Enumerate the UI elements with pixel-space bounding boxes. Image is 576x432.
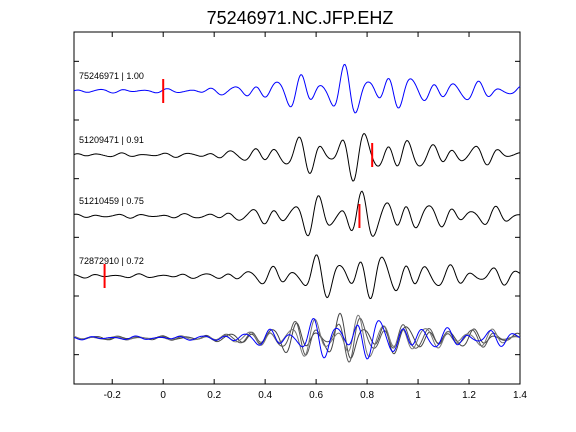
trace-label: 72872910 | 0.72 [79,256,144,266]
trace-label: 51210459 | 0.75 [79,196,144,206]
x-tick-label: 0 [160,390,166,401]
x-tick-label: 0.8 [360,390,374,401]
trace: 75246971 | 1.00 [73,63,521,114]
trace: 51209471 | 0.91 [73,132,521,182]
x-tick-label: 0.6 [309,390,323,401]
trace: 51210459 | 0.75 [73,190,520,238]
x-tick-label: 1.2 [462,390,476,401]
stack-waveform [73,317,521,363]
chart-title: 75246971.NC.JFP.EHZ [207,8,394,28]
x-tick-label: 0.4 [258,390,272,401]
overlay-stack [73,312,521,363]
x-tick-label: 0.2 [207,390,221,401]
stack-waveform [73,314,521,358]
trace-waveform [73,63,521,114]
trace-label: 51209471 | 0.91 [79,135,144,145]
traces: 75246971 | 1.00 51209471 | 0.91 51210459 |… [73,63,521,300]
trace-waveform [73,190,520,238]
axis-ticks: -0.2 0 0.2 0.4 0.6 0.8 1 1.2 1.4 [74,32,527,401]
plot-frame [73,31,521,385]
trace: 72872910 | 0.72 [73,254,521,300]
stack-waveform [73,318,521,360]
trace-waveform [73,132,521,182]
x-tick-label: 1 [415,390,421,401]
trace-waveform [73,254,521,300]
x-tick-label: 1.4 [513,390,527,401]
trace-label: 75246971 | 1.00 [79,71,144,81]
x-tick-label: -0.2 [104,390,122,401]
